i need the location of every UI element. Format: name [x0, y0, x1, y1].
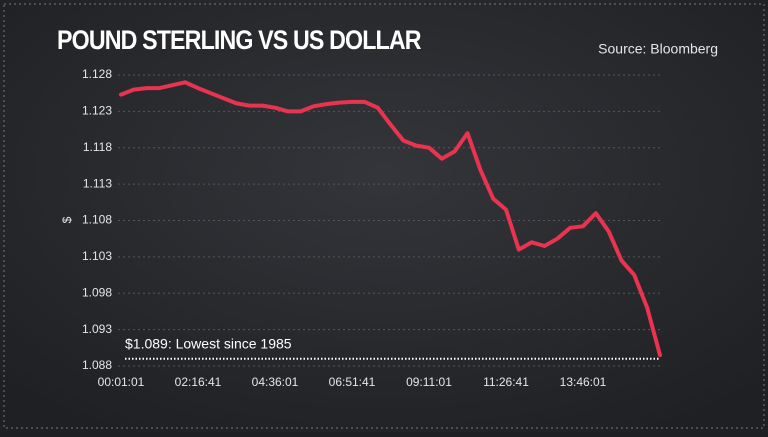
annotation: $1.089: Lowest since 1985: [125, 335, 292, 351]
y-tick-label: 1.118: [83, 140, 112, 154]
x-tick-label: 02:16:41: [175, 375, 222, 389]
y-tick-label: 1.103: [82, 249, 112, 263]
line-series: [119, 80, 662, 358]
chart-title: POUND STERLING VS US DOLLAR: [57, 26, 421, 56]
x-tick-label: 11:26:41: [483, 375, 529, 389]
y-tick-label: 1.128: [82, 67, 112, 81]
plot: 1.088 1.093 1.098 1.103 1.108 1.113 1.118 1.123…: [82, 67, 662, 389]
y-tick-label: 1.113: [83, 176, 112, 190]
x-tick-label: 13:46:01: [560, 375, 607, 389]
y-tick-label: 1.088: [82, 358, 112, 372]
source: Source: Bloomberg: [598, 41, 718, 57]
x-tick-label: 09:11:01: [406, 375, 452, 389]
y-tick-label: 1.108: [82, 213, 112, 227]
y-tick-label: 1.098: [82, 285, 112, 299]
y-axis-label: $: [60, 216, 74, 223]
x-tick-label: 06:51:41: [329, 375, 376, 389]
frame: [3, 3, 765, 429]
x-tick-label: 04:36:01: [252, 375, 299, 389]
x-tick-label: 00:01:01: [98, 375, 145, 389]
y-tick-label: 1.093: [82, 322, 112, 336]
y-tick-label: 1.123: [82, 104, 112, 118]
